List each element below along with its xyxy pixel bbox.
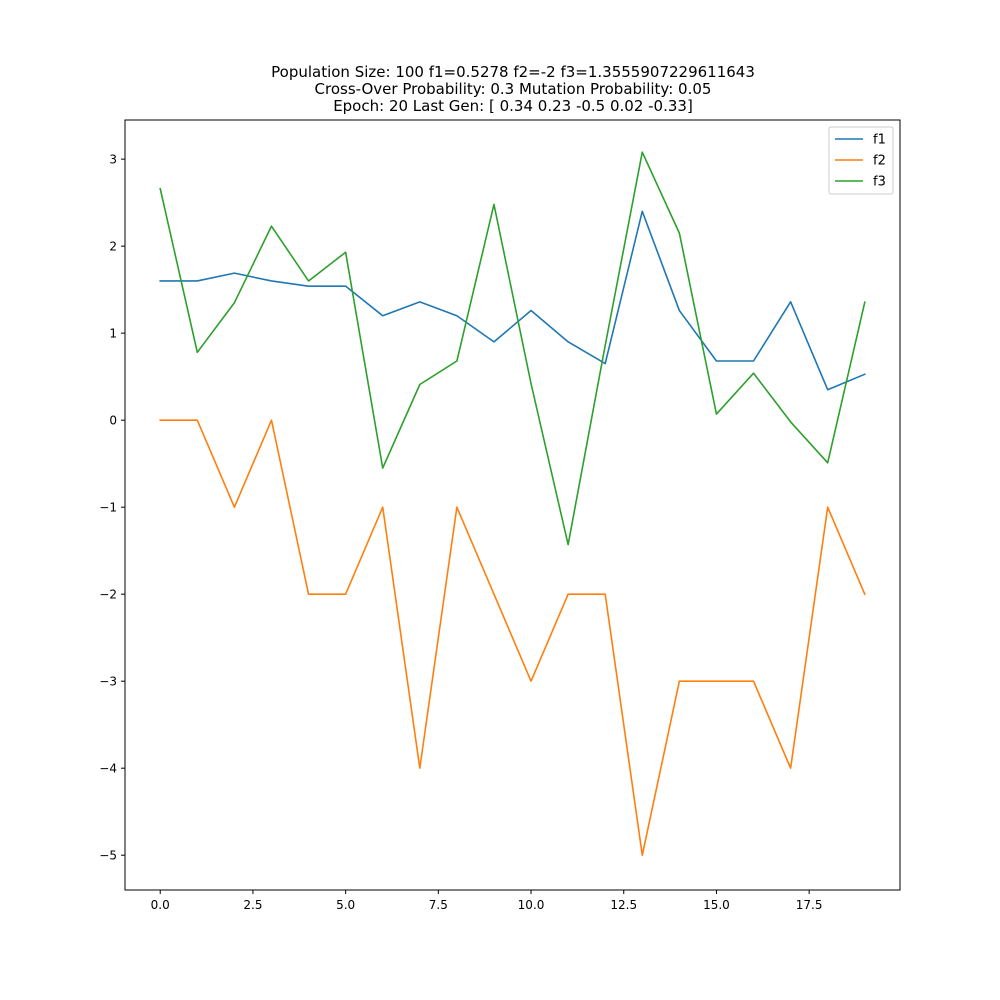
series-line-f3 [159,151,866,546]
y-tick-label: −5 [99,849,117,863]
y-tick-label: 3 [109,153,117,167]
chart-title-line-2: Cross-Over Probability: 0.3 Mutation Pro… [315,80,712,98]
plot-frame [124,119,901,891]
y-tick-label: −3 [99,675,117,689]
x-tick-label: 12.5 [610,898,637,912]
series-layer [159,151,866,857]
y-tick-label: 2 [109,240,117,254]
chart-title-line-3: Epoch: 20 Last Gen: [ 0.34 0.23 -0.5 0.0… [333,97,693,115]
chart-title-line-1: Population Size: 100 f1=0.5278 f2=-2 f3=… [271,63,755,81]
y-tick-label: −2 [99,588,117,602]
x-tick-label: 2.5 [243,898,262,912]
x-tick-label: 0.0 [151,898,170,912]
y-axis-ticks: −5 −4 −3 −2 −1 0 1 2 3 [99,153,125,863]
legend-label-f2: f2 [873,154,886,169]
x-axis-ticks: 0.0 2.5 5.0 7.5 10.0 12.5 15.0 17.5 [151,890,823,912]
y-tick-label: 1 [109,327,117,341]
series-line-f2 [159,419,866,857]
chart-title: Population Size: 100 f1=0.5278 f2=-2 f3=… [271,63,755,115]
y-tick-label: 0 [109,414,117,428]
x-tick-label: 5.0 [336,898,355,912]
x-tick-label: 15.0 [703,898,730,912]
legend-label-f3: f3 [873,175,886,190]
legend-label-f1: f1 [873,133,886,148]
x-tick-label: 10.0 [518,898,545,912]
legend-items: f1 f2 f3 [835,133,886,190]
legend: f1 f2 f3 [828,126,894,195]
y-tick-label: −4 [99,762,117,776]
y-tick-label: −1 [99,501,117,515]
x-tick-label: 17.5 [796,898,823,912]
series-line-f1 [159,210,866,391]
x-tick-label: 7.5 [429,898,448,912]
